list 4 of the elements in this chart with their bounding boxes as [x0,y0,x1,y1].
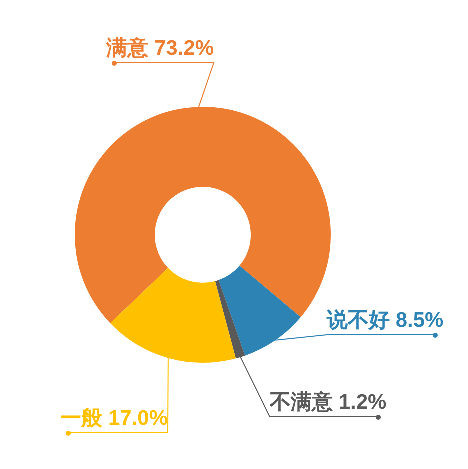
slice-label: 不满意 1.2% [269,390,388,414]
slice-label: 满意 73.2% [106,36,214,60]
slice-label: 说不好 8.5% [326,309,444,332]
slice-label: 一般 17.0% [60,407,168,430]
